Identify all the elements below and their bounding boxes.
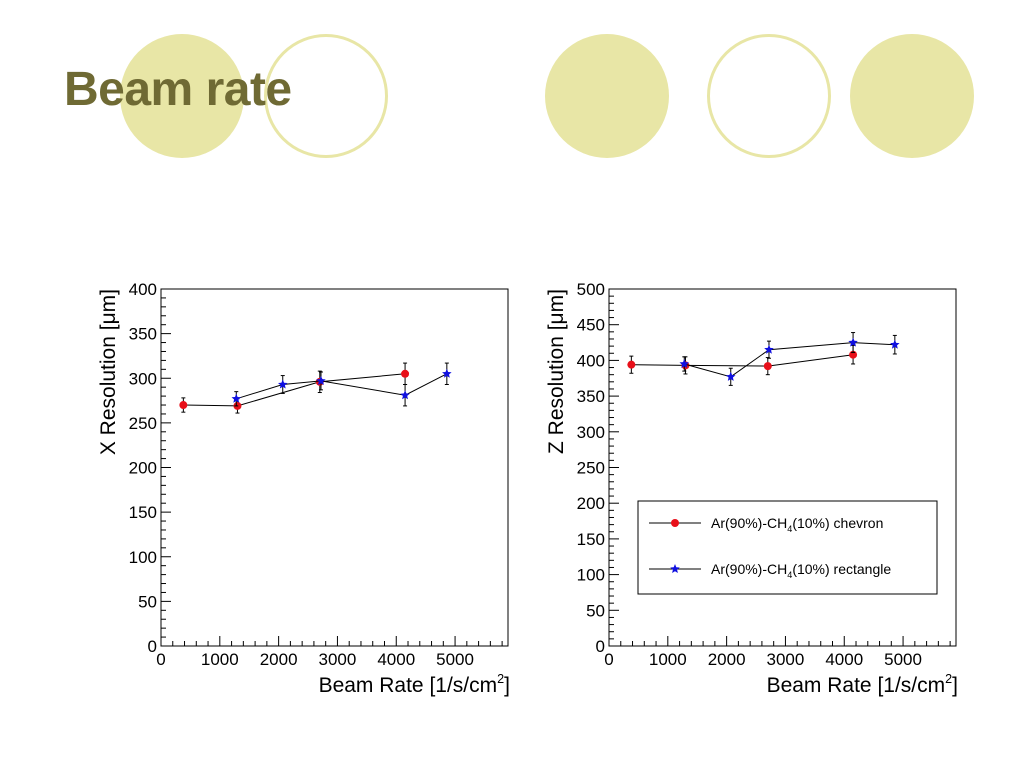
data-point — [179, 401, 188, 410]
x-resolution-chart: 0 1000 2000 3000 4000 5000 0 50 100 150 200 250 300 3… — [90, 270, 530, 710]
y-tick-label: 350 — [577, 387, 605, 406]
x-tick-label: 4000 — [825, 650, 863, 669]
series-line — [183, 373, 406, 407]
y-tick-label: 250 — [129, 414, 157, 433]
y-tick-label: 150 — [577, 530, 605, 549]
data-point — [726, 371, 736, 381]
y-tick-label: 0 — [596, 637, 605, 656]
series-line — [236, 373, 448, 400]
x-axis-label: Beam Rate [1/s/cm2​] — [319, 672, 510, 697]
data-point — [442, 368, 452, 378]
x-tick-label: 5000 — [436, 650, 474, 669]
plot-frame — [160, 288, 509, 647]
y-tick-label: 100 — [129, 548, 157, 567]
y-tick-label: 200 — [129, 459, 157, 478]
data-point — [627, 360, 636, 369]
y-axis-label: X Resolution [μm] — [97, 289, 120, 455]
data-point — [890, 339, 900, 349]
x-tick-label: 0 — [604, 650, 613, 669]
y-tick-label: 100 — [577, 566, 605, 585]
y-tick-label: 200 — [577, 494, 605, 513]
data-point — [316, 375, 326, 385]
x-axis-label: Beam Rate [1/s/cm2​] — [767, 672, 958, 697]
legend-label: Ar(90%)-CH4​(10%) chevron — [711, 515, 883, 534]
x-tick-label: 2000 — [708, 650, 746, 669]
x-tick-label: 5000 — [884, 650, 922, 669]
data-point — [401, 369, 410, 378]
decor-ring-2 — [707, 34, 831, 158]
chart-svg: 0 1000 2000 3000 4000 5000 0 50 100 150 200 250 300 3… — [97, 280, 510, 697]
y-tick-label: 250 — [577, 459, 605, 478]
decor-circle-2 — [545, 34, 669, 158]
y-tick-label: 300 — [577, 423, 605, 442]
y-tick-label: 400 — [577, 351, 605, 370]
y-axis-label: Z Resolution [μm] — [545, 289, 568, 454]
data-point — [278, 379, 288, 389]
legend-label: Ar(90%)-CH4​(10%) rectangle — [711, 561, 891, 580]
chart-svg: 0 1000 2000 3000 4000 5000 0 50 100 150 200 250 300 3… — [545, 280, 958, 697]
data-point — [679, 359, 689, 368]
data-point — [763, 362, 772, 371]
legend-marker — [671, 519, 679, 527]
y-tick-label: 500 — [577, 280, 605, 299]
legend-marker — [670, 564, 680, 573]
decor-circle-3 — [850, 34, 974, 158]
data-point — [764, 344, 774, 354]
x-tick-label: 4000 — [377, 650, 415, 669]
y-tick-label: 50 — [586, 601, 605, 620]
y-tick-label: 150 — [129, 503, 157, 522]
y-tick-label: 400 — [129, 280, 157, 299]
decor-circle-1 — [120, 34, 244, 158]
data-point — [848, 337, 858, 347]
y-tick-label: 0 — [148, 637, 157, 656]
decor-ring-1 — [264, 34, 388, 158]
x-tick-label: 3000 — [319, 650, 357, 669]
z-resolution-chart: 0 1000 2000 3000 4000 5000 0 50 100 150 200 250 300 3… — [538, 270, 978, 710]
series-line — [684, 342, 895, 378]
data-point — [400, 390, 410, 400]
x-tick-label: 1000 — [201, 650, 239, 669]
y-tick-label: 50 — [138, 592, 157, 611]
y-tick-label: 450 — [577, 316, 605, 335]
x-tick-label: 3000 — [767, 650, 805, 669]
x-tick-label: 2000 — [260, 650, 298, 669]
series-line — [631, 354, 854, 367]
x-tick-label: 1000 — [649, 650, 687, 669]
legend: Ar(90%)-CH4​(10%) chevron Ar(90%)-CH4​(10… — [637, 500, 938, 595]
slide-title: Beam rate — [64, 63, 292, 116]
x-tick-label: 0 — [156, 650, 165, 669]
y-tick-label: 300 — [129, 369, 157, 388]
data-point — [231, 393, 241, 403]
y-tick-label: 350 — [129, 325, 157, 344]
